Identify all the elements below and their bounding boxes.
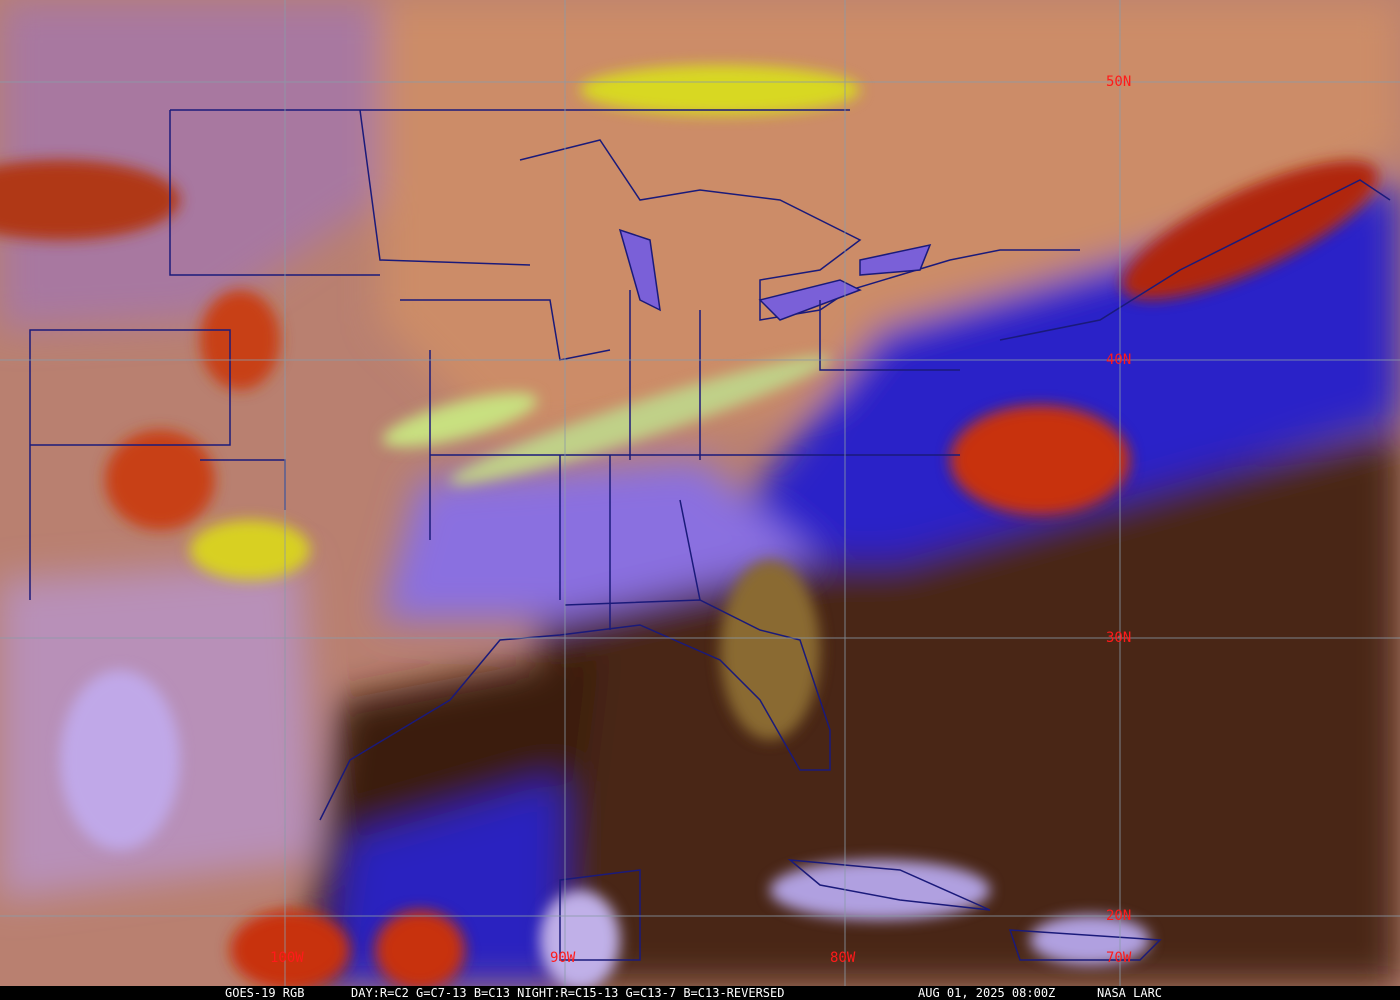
- rgb-recipe: DAY:R=C2 G=C7-13 B=C13 NIGHT:R=C15-13 G=…: [351, 986, 785, 1000]
- lat-label-50n: 50N: [1106, 74, 1131, 90]
- lon-label-90w: 90W: [550, 950, 576, 966]
- lon-label-80w: 80W: [830, 950, 856, 966]
- lat-label-20n: 20N: [1106, 908, 1131, 924]
- image-credit: NASA LARC: [1097, 986, 1163, 1000]
- lon-label-100w: 100W: [270, 950, 304, 966]
- grid-labels: 50N 40N 30N 20N 100W 90W 80W 70W: [270, 74, 1132, 966]
- image-caption-bar: GOES-19 RGB DAY:R=C2 G=C7-13 B=C13 NIGHT…: [0, 986, 1400, 1000]
- lat-label-30n: 30N: [1106, 630, 1131, 646]
- image-datetime: AUG 01, 2025 08:00Z: [918, 986, 1056, 1000]
- product-name: GOES-19 RGB: [225, 986, 305, 1000]
- lon-label-70w: 70W: [1106, 950, 1132, 966]
- lat-label-40n: 40N: [1106, 352, 1131, 368]
- state-borders: [29, 109, 1391, 961]
